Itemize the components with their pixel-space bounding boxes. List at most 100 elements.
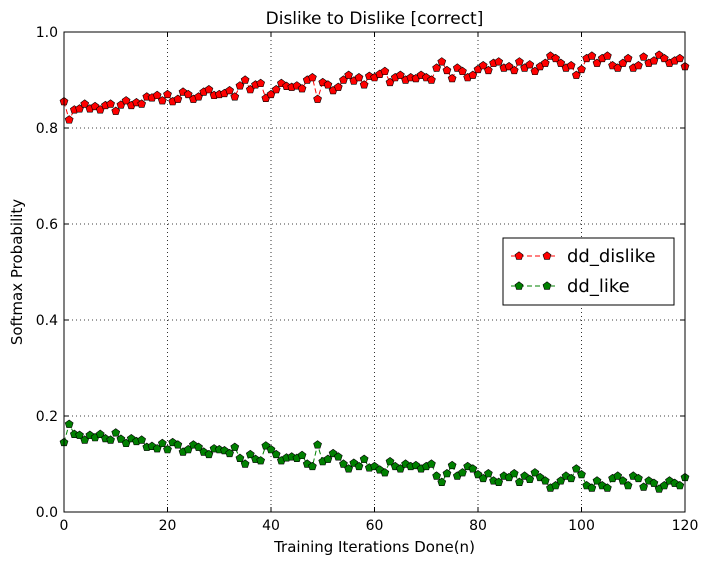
- legend-label: dd_dislike: [567, 246, 656, 267]
- data-point: [571, 70, 581, 79]
- data-point: [297, 84, 307, 93]
- data-point: [64, 115, 74, 124]
- data-point: [80, 99, 90, 108]
- data-point: [437, 57, 447, 66]
- data-point: [577, 64, 586, 74]
- data-point: [271, 449, 281, 459]
- data-point: [659, 53, 669, 63]
- data-point: [323, 454, 333, 463]
- data-point: [458, 66, 467, 76]
- data-point: [266, 445, 276, 454]
- legend-marker: [542, 251, 552, 260]
- data-point: [634, 473, 643, 483]
- data-point: [380, 66, 390, 76]
- x-tick-label: 60: [366, 518, 384, 534]
- data-point: [566, 473, 576, 483]
- data-point: [566, 61, 576, 70]
- data-point: [675, 481, 685, 490]
- legend: dd_dislike dd_like: [502, 237, 675, 306]
- data-point: [649, 56, 659, 65]
- data-point: [173, 440, 183, 449]
- legend-label: dd_like: [567, 276, 630, 297]
- data-point: [163, 445, 172, 454]
- y-tick-label: 0.8: [36, 121, 58, 137]
- data-point: [530, 468, 540, 477]
- data-point: [468, 464, 478, 473]
- data-point: [333, 452, 343, 461]
- y-tick-label: 1.0: [36, 25, 58, 41]
- data-point: [613, 471, 623, 480]
- data-point: [157, 438, 167, 448]
- data-point: [359, 80, 369, 89]
- data-point: [504, 61, 514, 71]
- data-point: [297, 450, 307, 460]
- data-point: [468, 70, 478, 79]
- series-dd_dislike: [59, 50, 690, 124]
- data-point: [442, 469, 452, 478]
- data-point: [603, 483, 612, 492]
- data-point: [525, 474, 535, 484]
- data-point: [447, 460, 457, 470]
- data-point: [385, 457, 395, 466]
- data-point: [484, 65, 493, 75]
- data-point: [515, 57, 524, 66]
- data-point: [261, 441, 271, 450]
- data-point: [256, 78, 265, 88]
- data-point: [235, 453, 245, 462]
- data-point: [116, 434, 126, 443]
- data-point: [649, 478, 659, 487]
- data-point: [380, 468, 390, 477]
- legend-box: [502, 237, 675, 306]
- data-point: [163, 89, 172, 99]
- data-point: [494, 57, 504, 66]
- data-point: [245, 449, 255, 459]
- data-point: [478, 61, 488, 70]
- legend-marker: [514, 281, 524, 290]
- data-point: [313, 440, 322, 449]
- data-point: [509, 65, 519, 75]
- legend-item-dd_dislike: dd_dislike: [511, 246, 656, 267]
- x-axis-title: Training Iterations Done(n): [273, 538, 475, 556]
- y-tick-label: 0.6: [36, 217, 58, 233]
- data-point: [458, 468, 467, 477]
- data-point: [509, 469, 519, 478]
- data-point: [587, 483, 597, 492]
- data-point: [106, 99, 115, 108]
- data-point: [230, 92, 240, 101]
- data-point: [64, 419, 74, 428]
- data-point: [354, 73, 364, 82]
- data-point: [556, 58, 566, 67]
- data-point: [75, 430, 84, 439]
- data-point: [587, 51, 597, 60]
- data-point: [618, 476, 628, 485]
- data-point: [204, 449, 214, 459]
- data-point: [333, 82, 343, 91]
- data-point: [204, 85, 214, 94]
- data-point: [515, 477, 524, 486]
- data-point: [675, 53, 685, 63]
- x-tick-label: 0: [60, 518, 69, 534]
- data-point: [344, 70, 353, 79]
- data-point: [571, 464, 581, 473]
- data-point: [634, 61, 643, 70]
- data-point: [540, 58, 550, 67]
- data-point: [540, 476, 550, 485]
- data-point: [111, 428, 121, 437]
- data-point: [157, 96, 167, 105]
- data-point: [639, 482, 648, 491]
- data-point: [427, 459, 436, 468]
- x-tick-label: 120: [672, 518, 699, 534]
- data-point: [137, 435, 146, 444]
- data-point: [432, 63, 441, 72]
- series-layer: [59, 50, 690, 493]
- data-point: [396, 70, 405, 79]
- data-point: [271, 85, 281, 94]
- data-point: [432, 471, 441, 480]
- data-point: [354, 461, 364, 471]
- data-point: [194, 442, 203, 451]
- grid: [64, 32, 685, 512]
- data-point: [111, 106, 121, 115]
- data-point: [173, 94, 183, 103]
- data-point: [592, 476, 602, 485]
